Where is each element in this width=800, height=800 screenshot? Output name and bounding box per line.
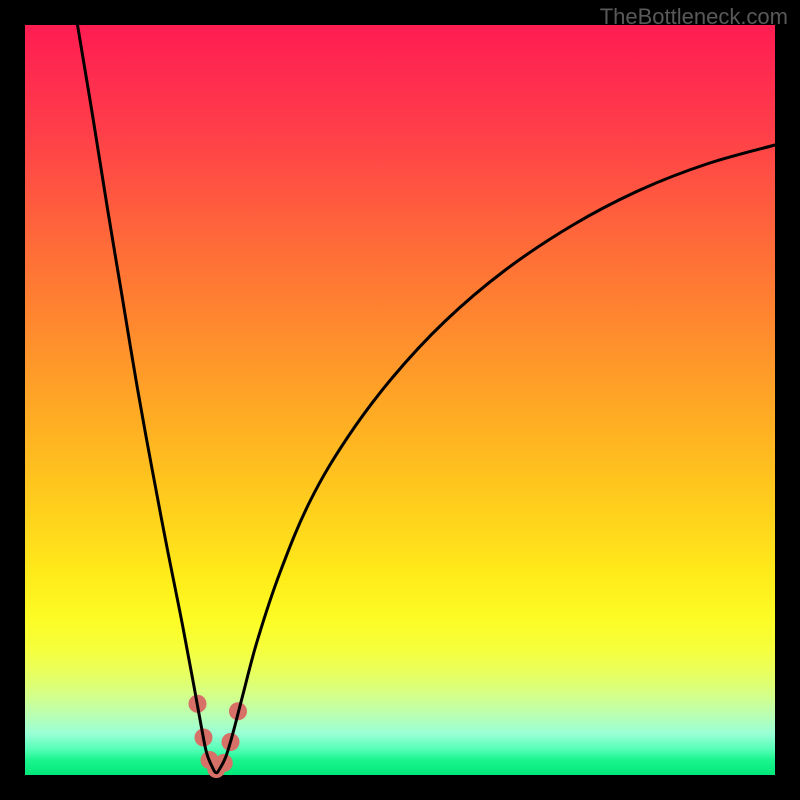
watermark-text: TheBottleneck.com bbox=[600, 4, 788, 29]
figure-container: TheBottleneck.com bbox=[0, 0, 800, 800]
plot-background bbox=[25, 25, 775, 775]
figure-svg: TheBottleneck.com bbox=[0, 0, 800, 800]
